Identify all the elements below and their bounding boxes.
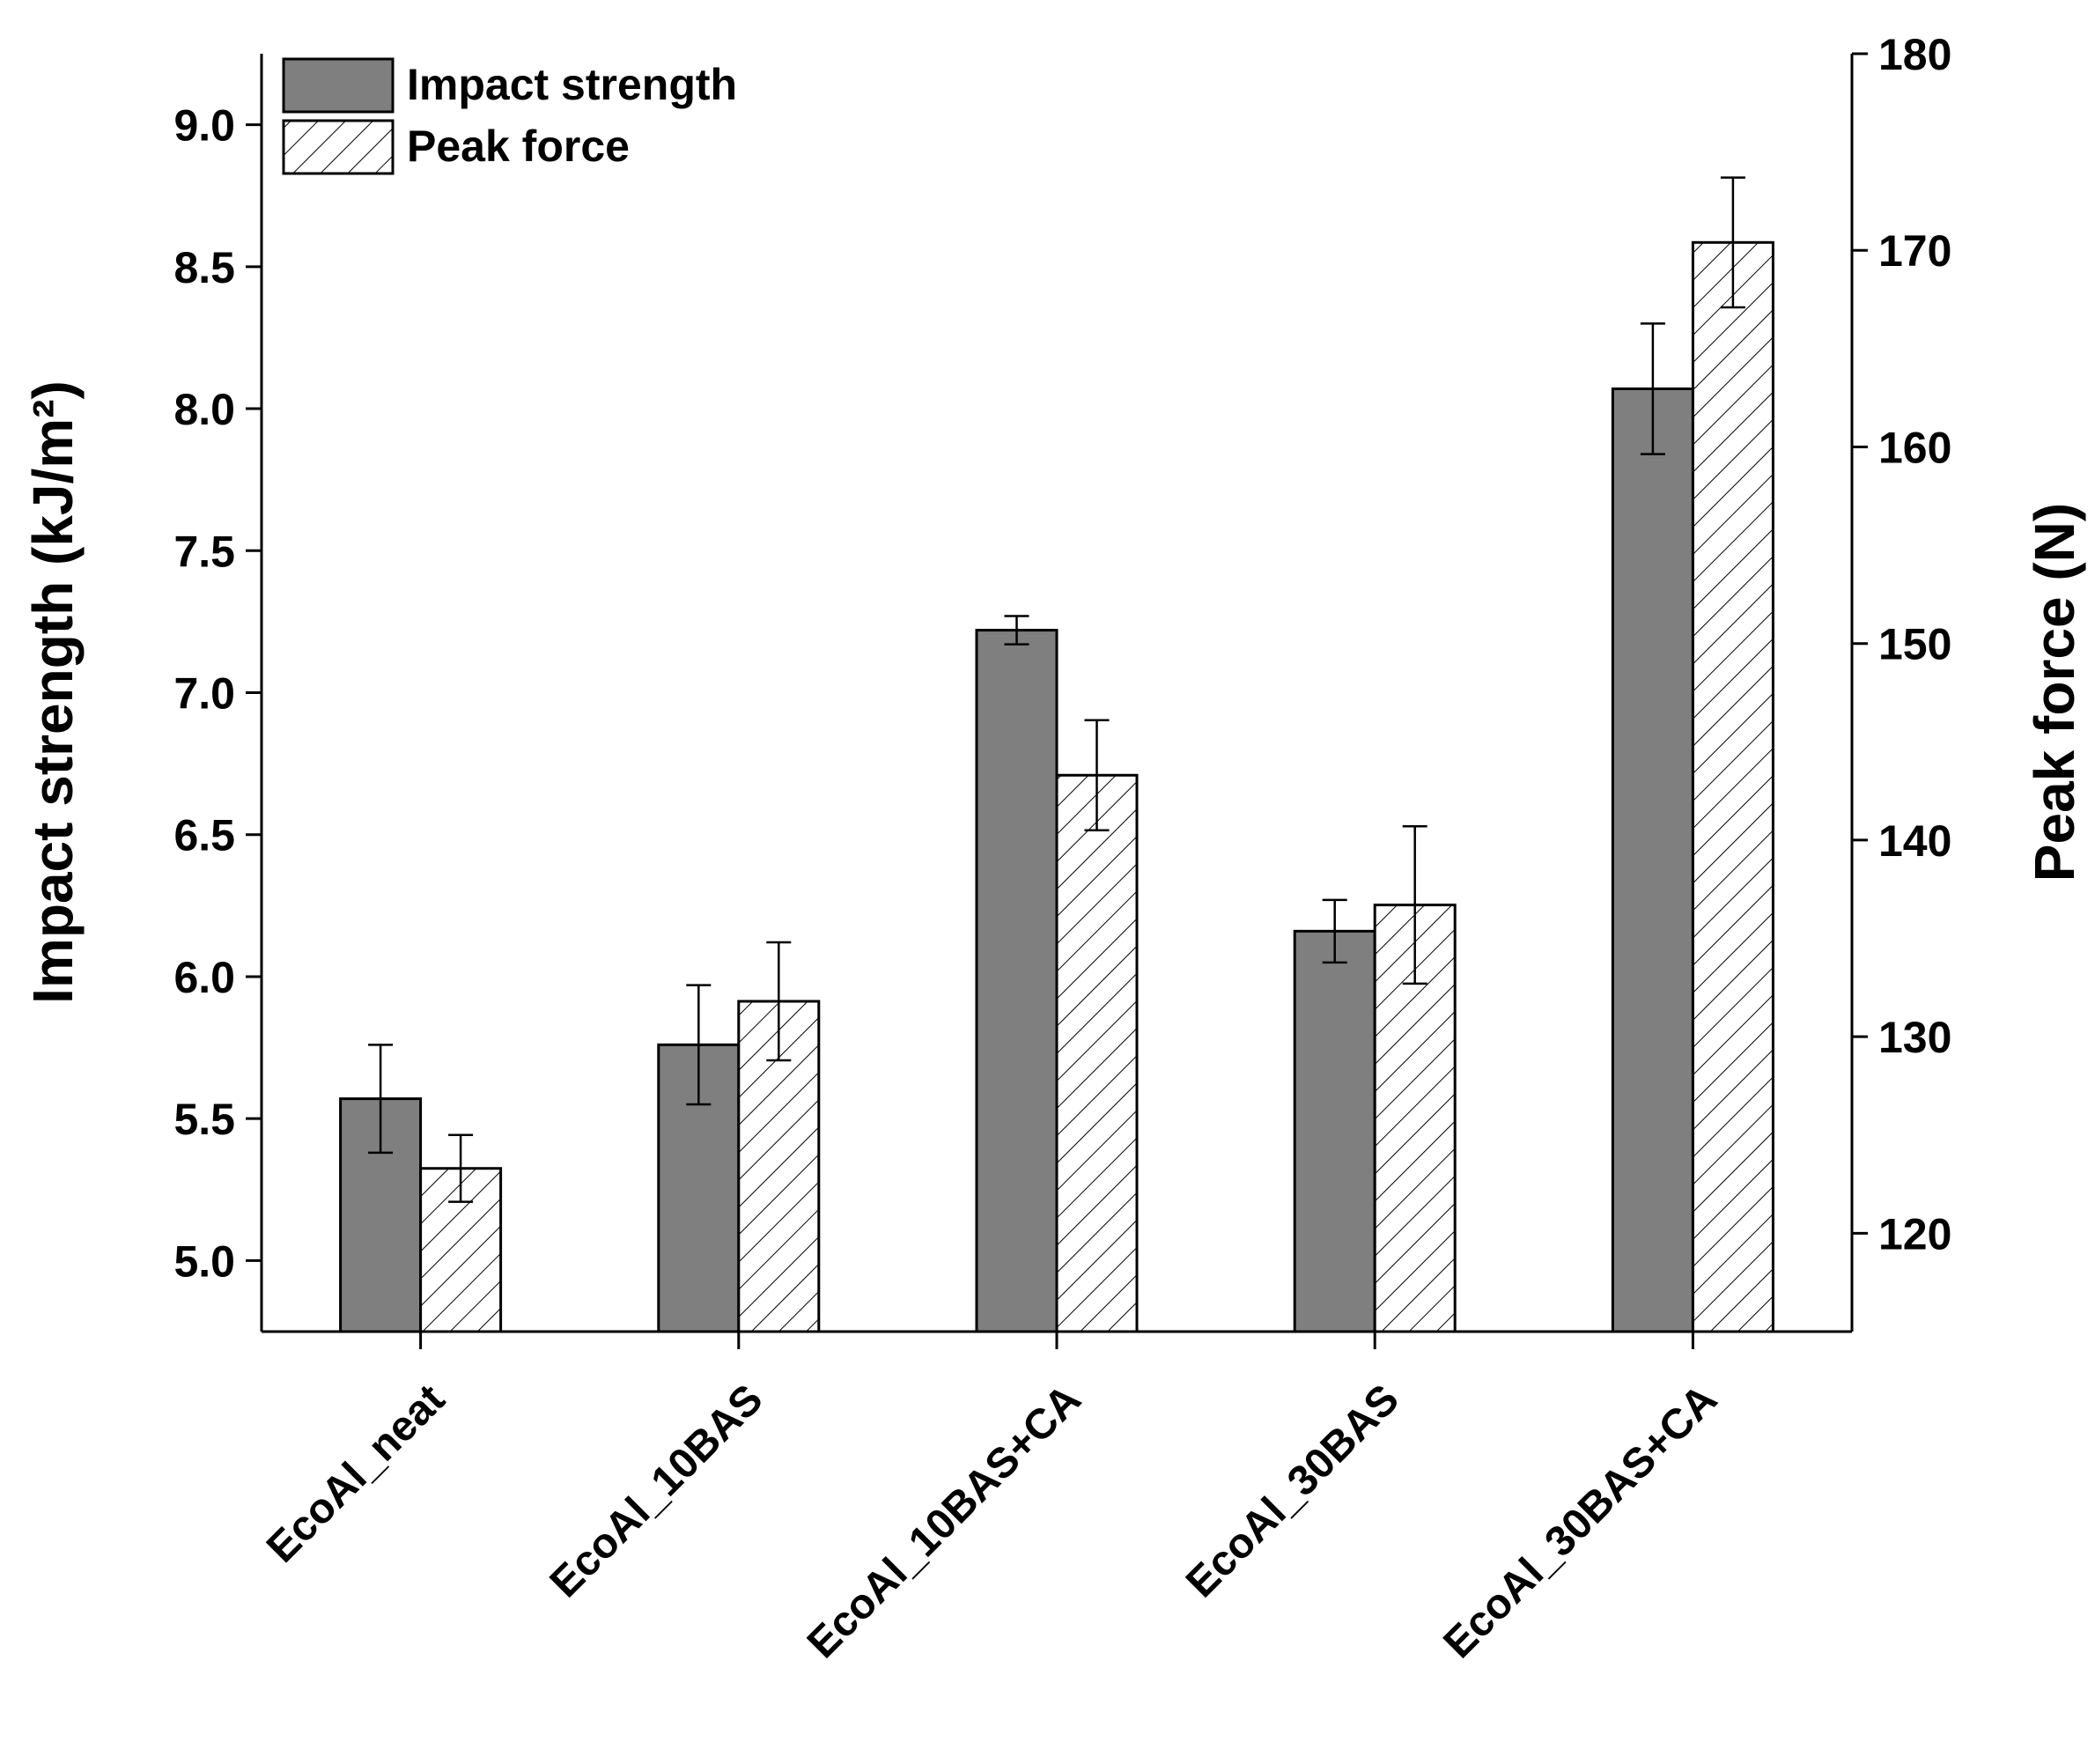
- y-tick-label: 5.0: [173, 1236, 235, 1286]
- x-tick-label: EcoAl_10BAS: [542, 1376, 772, 1606]
- y2-tick-label: 180: [1878, 30, 1951, 79]
- y-tick-label: 6.0: [173, 953, 235, 1002]
- x-tick-label: EcoAl_neat: [258, 1376, 454, 1571]
- bar: [975, 629, 1059, 1333]
- x-tick-label: EcoAl_30BAS+CA: [1435, 1376, 1726, 1667]
- legend-swatch: [282, 57, 395, 114]
- bar: [1055, 773, 1139, 1333]
- y2-tick-label: 130: [1878, 1013, 1951, 1062]
- y-tick-label: 8.0: [173, 385, 235, 434]
- y2-tick-label: 140: [1878, 816, 1951, 866]
- y-tick-label: 9.0: [173, 101, 235, 151]
- y-tick-label: 6.5: [173, 811, 235, 860]
- legend-label: Impact strength: [407, 60, 737, 109]
- y2-tick-label: 170: [1878, 226, 1951, 276]
- legend-swatch: [282, 119, 395, 175]
- y-tick-label: 8.5: [173, 243, 235, 292]
- y-axis-title: Impact strength (kJ/m²): [21, 380, 85, 1004]
- bar: [1293, 929, 1376, 1333]
- y2-tick-label: 150: [1878, 620, 1951, 669]
- x-tick-label: EcoAl_30BAS: [1177, 1376, 1408, 1606]
- y2-axis-title: Peak force (N): [2023, 503, 2086, 882]
- bar: [1691, 240, 1774, 1333]
- y2-tick-label: 120: [1878, 1209, 1951, 1258]
- legend-label: Peak force: [407, 122, 630, 171]
- bar: [1611, 387, 1694, 1333]
- y2-tick-label: 160: [1878, 423, 1951, 472]
- x-tick-label: EcoAl_10BAS+CA: [799, 1376, 1090, 1667]
- y-tick-label: 7.5: [173, 527, 235, 576]
- y-tick-label: 7.0: [173, 669, 235, 719]
- y-tick-label: 5.5: [173, 1095, 235, 1144]
